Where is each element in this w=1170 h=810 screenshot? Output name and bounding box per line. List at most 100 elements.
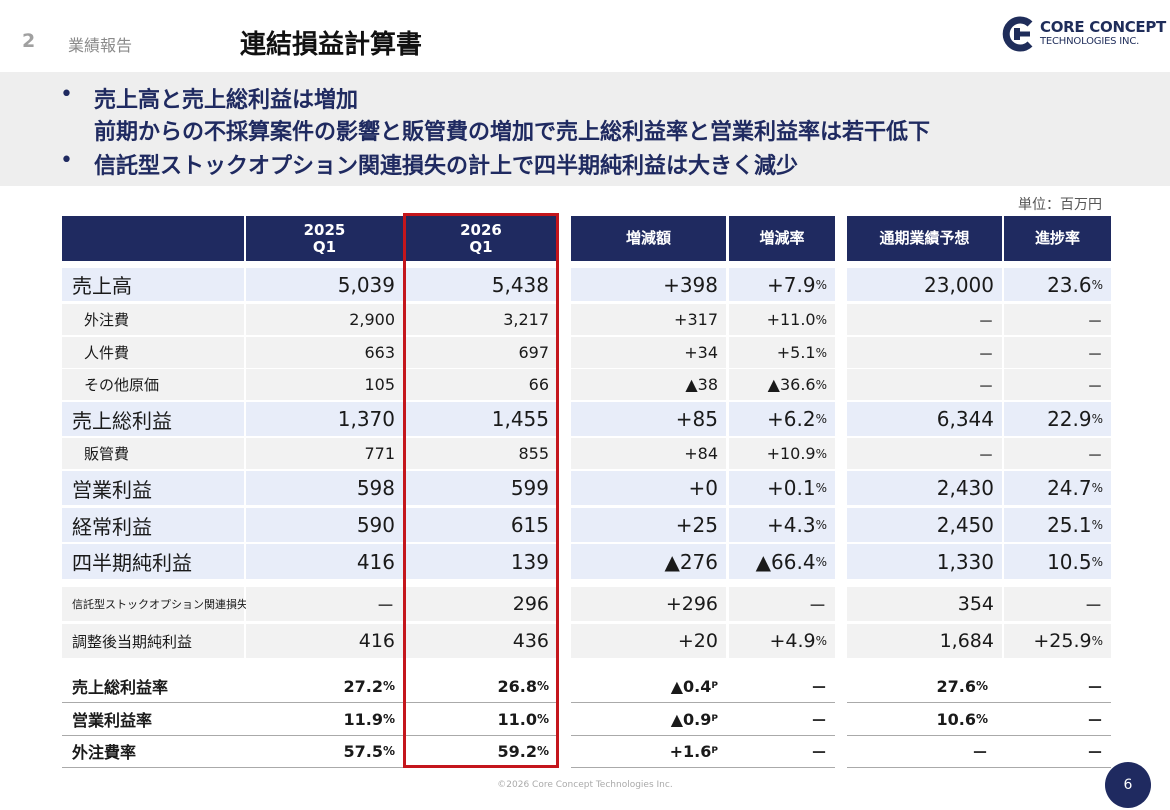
value-diff: +34 xyxy=(684,343,718,362)
cell-v2026: 615 xyxy=(405,508,557,542)
row-label: その他原価 xyxy=(62,369,244,400)
value-rate: +7.9 xyxy=(767,272,816,297)
row-divider xyxy=(571,735,835,736)
row-label: 経常利益 xyxy=(62,508,244,542)
value-v2026: 697 xyxy=(518,343,549,362)
value-v2026: 599 xyxy=(510,476,549,500)
unit-percent: % xyxy=(815,312,827,327)
value-rate: － xyxy=(810,678,827,697)
cell-v2026: 66 xyxy=(405,369,557,400)
cell-forecast: － xyxy=(847,369,1002,400)
value-forecast: 1,684 xyxy=(939,630,994,652)
cell-forecast: 2,430 xyxy=(847,471,1002,505)
ratio-2025: 27.2% xyxy=(246,672,403,700)
cell-progress: － xyxy=(1004,438,1111,469)
row-label-text: 営業利益 xyxy=(72,477,152,502)
ratio-diff: +1.6 P xyxy=(571,737,726,765)
unit-percent: % xyxy=(1091,634,1103,648)
value-rate: ▲36.6 xyxy=(767,375,816,394)
unit-percent: % xyxy=(1091,412,1103,426)
logo-name: CORE CONCEPT xyxy=(1040,18,1166,36)
cell-v2025: 590 xyxy=(246,508,403,542)
unit-percent: % xyxy=(815,412,827,426)
value-v2025: 105 xyxy=(364,375,395,394)
value-v2025: － xyxy=(375,594,395,617)
value-forecast: － xyxy=(977,376,994,396)
value-diff: +1.6 xyxy=(669,741,712,761)
unit-percent: % xyxy=(1091,277,1103,292)
value-progress: － xyxy=(1083,594,1103,617)
cell-v2025: － xyxy=(246,587,403,621)
cell-diff: +0 xyxy=(571,471,726,505)
value-progress: － xyxy=(1086,311,1103,331)
value-forecast: 1,330 xyxy=(936,549,994,574)
cell-diff: ▲276 xyxy=(571,544,726,579)
cell-forecast: 354 xyxy=(847,587,1002,621)
row-divider xyxy=(571,702,835,703)
unit-percent: % xyxy=(815,277,827,292)
cell-v2026: 1,455 xyxy=(405,402,557,436)
row-divider xyxy=(62,767,404,768)
highlight-frame-2026 xyxy=(403,213,559,768)
value-progress: 10.5 xyxy=(1047,549,1092,574)
cell-progress: 10.5% xyxy=(1004,544,1111,579)
unit-percent: % xyxy=(815,446,827,461)
cell-v2026: 599 xyxy=(405,471,557,505)
value-v2026: 139 xyxy=(510,549,549,574)
row-label-text: 経常利益 xyxy=(72,514,152,539)
row-label: 売上総利益 xyxy=(62,402,244,436)
value-v2026: 855 xyxy=(518,444,549,463)
cell-diff: +398 xyxy=(571,268,726,301)
ratio-rate: － xyxy=(729,737,835,765)
value-v2026: 3,217 xyxy=(503,310,549,329)
value-progress: － xyxy=(1086,743,1103,762)
value-rate: +0.1 xyxy=(767,476,816,500)
value-progress: － xyxy=(1086,344,1103,364)
ratio-rate: － xyxy=(729,705,835,733)
value-2025: 27.2 xyxy=(343,676,383,696)
value-rate: +11.0 xyxy=(766,310,816,329)
cell-v2025: 105 xyxy=(246,369,403,400)
value-diff: ▲0.9 xyxy=(670,709,712,729)
copyright: ©2026 Core Concept Technologies Inc. xyxy=(497,780,673,790)
bullet-marker: • xyxy=(60,82,73,107)
cell-rate: +5.1% xyxy=(729,337,835,368)
row-divider xyxy=(571,767,835,768)
value-rate: +5.1 xyxy=(776,343,816,362)
value-forecast: 6,344 xyxy=(936,407,994,431)
unit-percent: % xyxy=(815,554,827,569)
value-progress: － xyxy=(1086,711,1103,730)
value-rate: － xyxy=(810,743,827,762)
unit-point: P xyxy=(711,681,718,691)
ratio-2025: 57.5% xyxy=(246,737,403,765)
unit-percent: % xyxy=(975,712,988,726)
value-rate: +10.9 xyxy=(766,444,816,463)
cell-rate: － xyxy=(729,587,835,621)
value-2026: 59.2 xyxy=(497,741,537,761)
row-label-text: 外注費 xyxy=(84,311,130,329)
cell-v2025: 663 xyxy=(246,337,403,368)
summary-panel: • 売上高と売上総利益は増加 前期からの不採算案件の影響と販管費の増加で売上総利… xyxy=(0,72,1170,186)
cell-forecast: － xyxy=(847,438,1002,469)
ratio-progress: － xyxy=(1004,705,1111,733)
row-label-text: 販管費 xyxy=(84,445,130,463)
header-blank xyxy=(62,216,244,261)
summary-bullet-1-line-2: 前期からの不採算案件の影響と販管費の増加で売上総利益率と営業利益率は若干低下 xyxy=(94,120,931,145)
ratio-label: 営業利益率 xyxy=(62,705,244,733)
row-label: 人件費 xyxy=(62,337,244,368)
value-rate: － xyxy=(810,711,827,730)
cell-diff: +296 xyxy=(571,587,726,621)
cell-rate: ▲36.6% xyxy=(729,369,835,400)
ratio-2026: 11.0% xyxy=(405,705,557,733)
value-diff: +85 xyxy=(675,407,718,431)
cell-forecast: 23,000 xyxy=(847,268,1002,301)
col-header-2025: 2025 Q1 xyxy=(246,216,403,261)
row-label-text: 調整後当期純利益 xyxy=(72,632,193,651)
cell-progress: 23.6% xyxy=(1004,268,1111,301)
cell-forecast: 1,330 xyxy=(847,544,1002,579)
value-2025: 11.9 xyxy=(343,709,383,729)
cell-forecast: － xyxy=(847,304,1002,335)
cell-diff: +85 xyxy=(571,402,726,436)
ratio-diff: ▲0.9 P xyxy=(571,705,726,733)
cell-progress: － xyxy=(1004,369,1111,400)
